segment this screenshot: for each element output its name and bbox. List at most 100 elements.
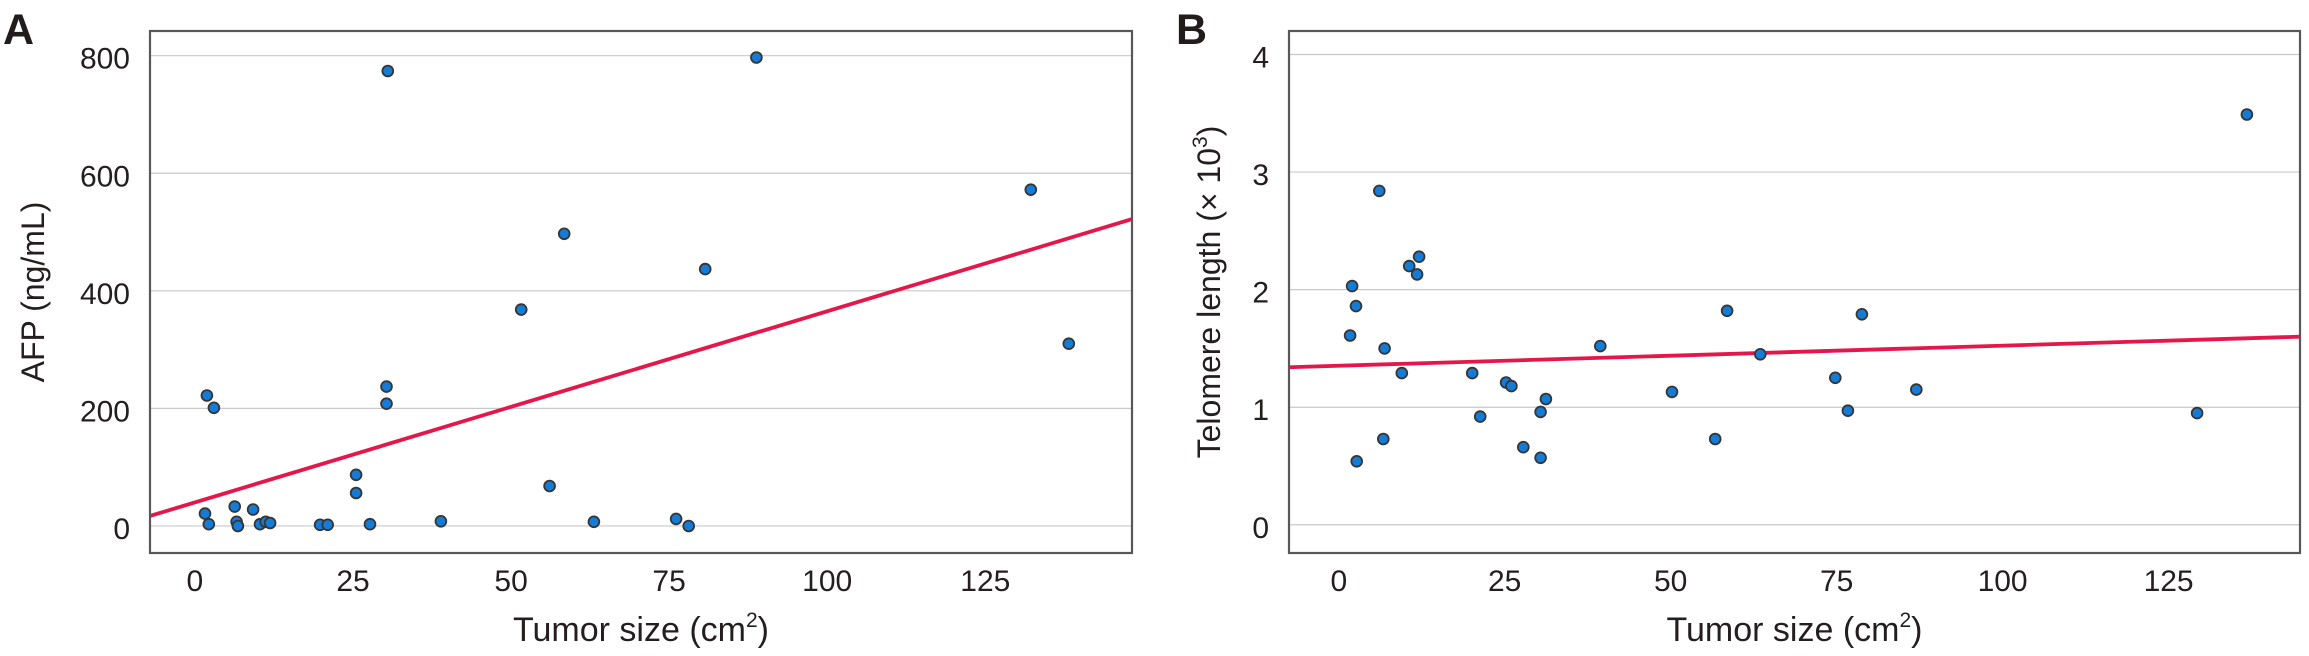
y-axis-title-main: AFP (ng/mL) bbox=[15, 202, 51, 383]
y-tick-label: 200 bbox=[80, 395, 130, 428]
data-point bbox=[1517, 440, 1530, 454]
x-axis-title-close: ) bbox=[758, 611, 769, 649]
data-point bbox=[228, 500, 242, 513]
data-point bbox=[1378, 342, 1391, 355]
data-point bbox=[698, 262, 712, 276]
trend-line bbox=[149, 217, 1133, 518]
x-tick-label: 50 bbox=[494, 565, 527, 598]
x-tick-label: 125 bbox=[960, 565, 1010, 598]
data-point bbox=[1395, 366, 1409, 380]
data-point bbox=[1665, 385, 1679, 399]
x-tick-label: 0 bbox=[187, 565, 204, 598]
data-point bbox=[1412, 250, 1426, 264]
data-point bbox=[434, 514, 448, 528]
x-axis-title-close: ) bbox=[1911, 611, 1922, 649]
data-point bbox=[1402, 259, 1416, 273]
y-tick-label: 4 bbox=[1252, 42, 1269, 75]
data-point bbox=[198, 507, 212, 520]
data-point bbox=[682, 519, 695, 533]
x-axis-title-superscript: 2 bbox=[1899, 609, 1911, 632]
panel-label-a: A bbox=[3, 6, 34, 54]
data-point bbox=[363, 517, 377, 531]
data-point bbox=[231, 519, 245, 533]
data-point bbox=[1373, 184, 1386, 198]
y-tick-label: 3 bbox=[1252, 159, 1269, 192]
data-point bbox=[669, 512, 683, 526]
data-point bbox=[321, 518, 335, 532]
x-axis-title: Tumor size (cm2) bbox=[1667, 609, 1923, 649]
data-point bbox=[1024, 183, 1038, 197]
data-point bbox=[1505, 379, 1518, 393]
data-point bbox=[1465, 366, 1479, 380]
data-point bbox=[1855, 307, 1869, 321]
y-axis-title-superscript: 3 bbox=[1189, 136, 1212, 148]
data-point bbox=[1345, 279, 1359, 293]
data-point bbox=[263, 516, 277, 530]
data-point bbox=[1062, 337, 1076, 351]
panel-label-b: B bbox=[1176, 6, 1207, 54]
data-point bbox=[207, 401, 221, 415]
data-point bbox=[543, 479, 556, 493]
x-tick-label: 0 bbox=[1330, 565, 1347, 598]
data-point bbox=[1349, 299, 1363, 313]
data-point bbox=[1350, 454, 1363, 468]
data-point bbox=[1708, 432, 1722, 446]
data-point bbox=[514, 303, 528, 316]
plot-border bbox=[148, 29, 1134, 555]
data-point bbox=[1594, 339, 1607, 353]
x-axis-title-superscript: 2 bbox=[746, 609, 758, 632]
data-point bbox=[1754, 347, 1767, 361]
data-point bbox=[1534, 405, 1547, 419]
y-tick-label: 600 bbox=[80, 160, 130, 193]
data-point bbox=[2240, 108, 2254, 121]
data-point bbox=[381, 64, 395, 78]
x-tick-label: 100 bbox=[1978, 565, 2028, 598]
data-point bbox=[557, 227, 571, 241]
x-tick-label: 25 bbox=[1488, 565, 1521, 598]
data-point bbox=[380, 380, 393, 393]
data-point bbox=[750, 51, 763, 64]
data-point bbox=[1410, 268, 1424, 281]
data-point bbox=[587, 515, 601, 529]
data-point bbox=[1910, 383, 1923, 396]
x-tick-label: 25 bbox=[336, 565, 369, 598]
data-point bbox=[349, 468, 363, 482]
data-point bbox=[202, 517, 216, 531]
y-tick-label: 2 bbox=[1252, 277, 1269, 310]
y-axis-title: AFP (ng/mL) bbox=[15, 202, 51, 383]
y-tick-label: 400 bbox=[80, 278, 130, 311]
x-tick-label: 50 bbox=[1654, 565, 1687, 598]
y-axis-title-close: ) bbox=[1191, 126, 1227, 137]
y-axis-title-main: Telomere length (× 10 bbox=[1191, 148, 1227, 458]
x-axis-title-main: Tumor size (cm bbox=[1667, 611, 1900, 649]
x-axis-title-main: Tumor size (cm bbox=[513, 611, 746, 649]
data-point bbox=[1473, 410, 1487, 423]
panel-a-afp-scatter: 0 200 400 600 800 0 25 50 75 100 125 Tumor size (cm… bbox=[3, 6, 1134, 649]
data-points bbox=[198, 51, 1076, 533]
y-tick-label: 1 bbox=[1252, 394, 1269, 427]
data-point bbox=[246, 503, 260, 516]
data-point bbox=[349, 486, 363, 500]
plot-border bbox=[1287, 29, 2302, 555]
data-point bbox=[1829, 371, 1842, 385]
x-tick-label: 75 bbox=[652, 565, 685, 598]
data-point bbox=[2190, 406, 2204, 420]
trend-line bbox=[1288, 334, 2301, 370]
data-point bbox=[1377, 432, 1390, 446]
y-axis-title: Telomere length (× 103) bbox=[1189, 126, 1227, 459]
x-tick-label: 125 bbox=[2144, 565, 2194, 598]
data-point bbox=[1534, 451, 1547, 465]
y-tick-label: 0 bbox=[1252, 512, 1269, 545]
y-tick-label: 0 bbox=[113, 513, 130, 546]
data-point bbox=[1343, 329, 1357, 342]
data-point bbox=[200, 389, 214, 402]
data-point bbox=[1841, 404, 1855, 418]
data-point bbox=[1539, 392, 1553, 406]
x-tick-label: 100 bbox=[802, 565, 852, 598]
x-axis-title: Tumor size (cm2) bbox=[513, 609, 769, 649]
data-points bbox=[1343, 108, 2254, 468]
y-tick-label: 800 bbox=[80, 43, 130, 76]
